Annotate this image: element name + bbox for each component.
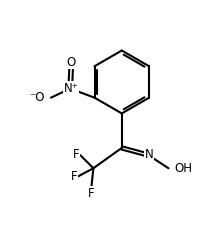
Text: F: F — [70, 170, 77, 183]
Text: N: N — [144, 147, 153, 160]
Text: O: O — [66, 56, 76, 69]
Text: N⁺: N⁺ — [63, 82, 78, 95]
Text: ⁻O: ⁻O — [29, 91, 45, 104]
Text: F: F — [72, 147, 79, 160]
Text: OH: OH — [174, 162, 192, 175]
Text: F: F — [88, 187, 94, 200]
